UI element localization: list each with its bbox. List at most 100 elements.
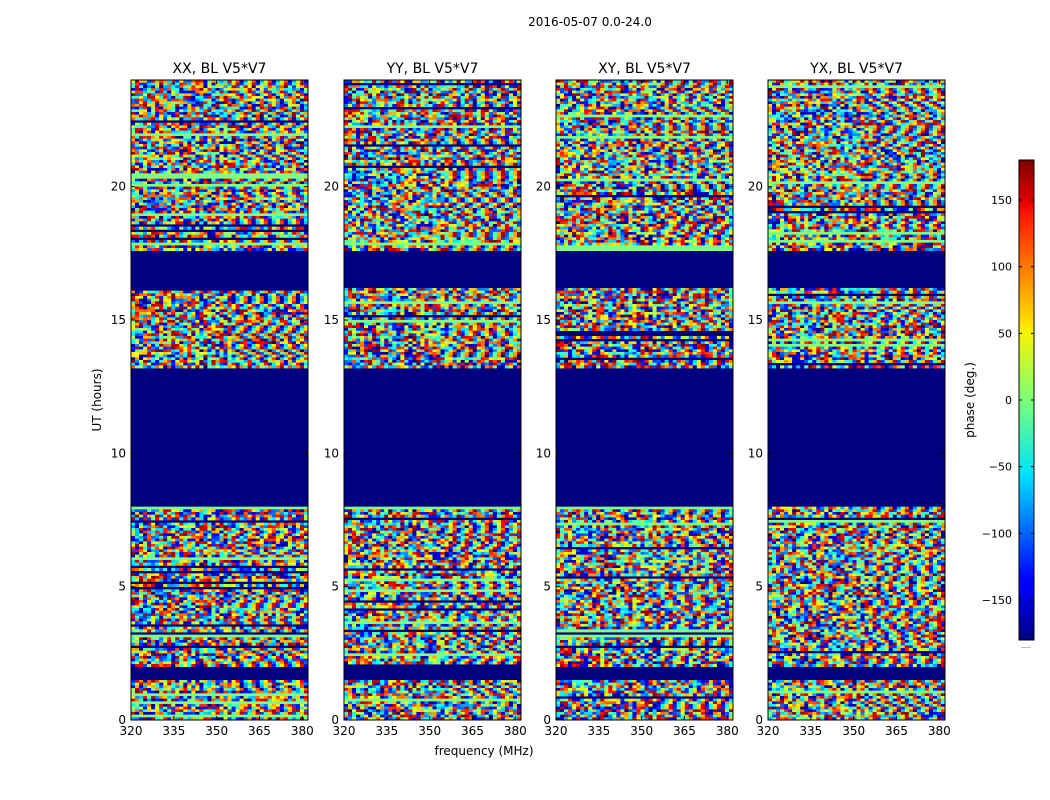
heatmap-cell [215,82,220,86]
heatmap-cell [303,245,309,249]
heatmap-cell [227,514,232,518]
heatmap-cell [275,573,281,577]
heatmap-cell [271,245,277,249]
heatmap-cell [283,141,289,145]
heatmap-cell [227,352,232,356]
heatmap-cell [163,538,168,542]
heatmap-cell [299,114,305,118]
heatmap-cell [275,309,281,313]
heatmap-cell [139,594,144,598]
heatmap-cell [291,296,297,300]
heatmap-cell [227,165,232,169]
heatmap-cell [263,301,269,305]
heatmap-cell [267,80,273,84]
heatmap-cell [147,104,152,108]
heatmap-cell [179,573,184,577]
heatmap-cell [263,208,269,212]
heatmap-cell [207,328,212,332]
heatmap-cell [211,530,216,534]
heatmap-cell [263,341,269,345]
heatmap-cell [303,189,309,193]
heatmap-cell [299,226,305,230]
heatmap-cell [187,352,192,356]
heatmap-cell [275,354,281,358]
heatmap-cell [303,290,309,294]
heatmap-cell [271,114,277,118]
heatmap-cell [215,357,220,361]
heatmap-cell [151,562,156,566]
heatmap-cell [267,338,273,342]
heatmap-cell [219,104,224,108]
heatmap-cell [199,325,204,329]
heatmap-cell [167,245,172,249]
heatmap-cell [159,333,164,337]
heatmap-cell [143,218,148,222]
heatmap-cell [219,517,224,521]
heatmap-cell [247,312,253,316]
heatmap-cell [171,362,176,366]
heatmap-cell [231,365,236,369]
heatmap-cell [227,509,232,513]
heatmap-cell [191,296,196,300]
heatmap-cell [131,517,136,521]
heatmap-cell [171,178,176,182]
heatmap-cell [255,165,261,169]
heatmap-cell [299,248,305,252]
heatmap-cell [131,346,136,350]
heatmap-cell [191,560,196,564]
heatmap-cell [267,216,273,220]
heatmap-cell [239,360,245,364]
heatmap-cell [179,530,184,534]
heatmap-cell [131,576,136,580]
heatmap-cell [299,322,305,326]
heatmap-cell [239,600,245,604]
heatmap-cell [131,178,136,182]
heatmap-cell [243,90,249,94]
heatmap-cell [263,101,269,105]
heatmap-cell [271,125,277,129]
heatmap-cell [275,106,281,110]
heatmap-cell [239,317,245,321]
heatmap-cell [151,541,156,545]
heatmap-cell [151,125,156,129]
heatmap-cell [291,357,297,361]
heatmap-cell [263,578,269,582]
heatmap-cell [215,600,220,604]
heatmap-cell [275,178,281,182]
heatmap-cell [275,130,281,134]
heatmap-cell [167,562,172,566]
heatmap-cell [211,234,216,238]
heatmap-cell [203,202,208,206]
heatmap-cell [251,560,257,564]
heatmap-cell [223,296,228,300]
heatmap-cell [191,525,196,529]
heatmap-cell [215,554,220,558]
heatmap-cell [287,138,293,142]
heatmap-cell [139,192,144,196]
heatmap-cell [195,552,200,556]
heatmap-cell [267,552,273,556]
heatmap-cell [135,104,140,108]
heatmap-cell [247,194,253,198]
heatmap-cell [187,112,192,116]
heatmap-cell [279,589,285,593]
heatmap-cell [251,309,257,313]
heatmap-cell [199,154,204,158]
heatmap-cell [243,298,249,302]
heatmap-cell [275,317,281,321]
heatmap-cell [135,186,140,190]
heatmap-cell [183,93,188,97]
heatmap-cell [135,98,140,102]
heatmap-cell [187,554,192,558]
heatmap-cell [183,101,188,105]
heatmap-cell [247,322,253,326]
heatmap-cell [239,128,245,132]
heatmap-cell [171,365,176,369]
heatmap-cell [199,560,204,564]
heatmap-cell [211,512,216,516]
heatmap-cell [223,341,228,345]
heatmap-cell [191,352,196,356]
heatmap-cell [239,101,245,105]
heatmap-cell [295,141,301,145]
heatmap-cell [279,338,285,342]
